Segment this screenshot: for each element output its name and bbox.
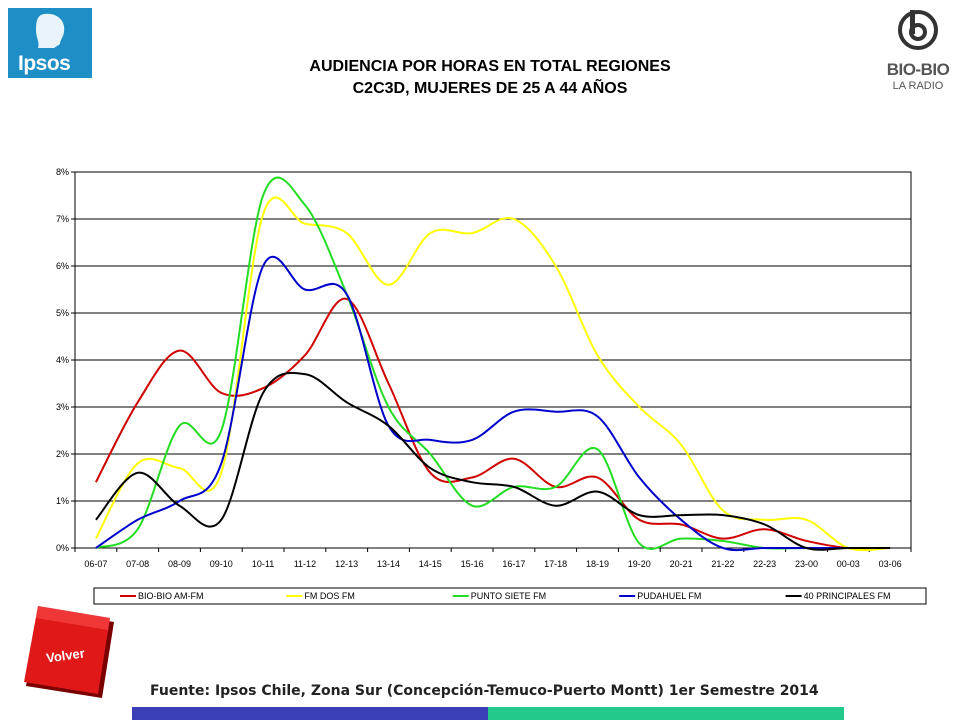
- chart-legend: BIO-BIO AM-FM FM DOS FM PUNTO SIETE FM PUDA…: [93, 587, 927, 605]
- legend-label: PUDAHUEL FM: [637, 591, 701, 601]
- y-tick-label: 2%: [56, 449, 69, 459]
- x-tick-label: 13-14: [377, 559, 400, 569]
- title-line-1: AUDIENCIA POR HORAS EN TOTAL REGIONES: [309, 58, 671, 75]
- ipsos-logo: Ipsos: [8, 8, 92, 78]
- biobio-logo: BIO-BIO LA RADIO: [880, 6, 956, 98]
- y-tick-label: 5%: [56, 308, 69, 318]
- ipsos-head-icon: [36, 13, 65, 49]
- x-tick-label: 17-18: [544, 559, 567, 569]
- y-tick-label: 6%: [56, 261, 69, 271]
- series-line-5: [95, 371, 891, 551]
- biobio-symbol-icon: [898, 10, 938, 50]
- x-tick-label: 09-10: [210, 559, 233, 569]
- legend-label: 40 PRINCIPALES FM: [804, 591, 891, 601]
- y-tick-label: 7%: [56, 214, 69, 224]
- legend-box: [93, 587, 927, 605]
- biobio-logo-name: BIO-BIO: [886, 60, 950, 79]
- x-tick-label: 06-07: [84, 559, 107, 569]
- x-tick-label: 12-13: [335, 559, 358, 569]
- footer-bar-right: [488, 707, 844, 720]
- chart-series: [95, 176, 891, 552]
- x-tick-label: 03-06: [879, 559, 902, 569]
- title-line-2: C2C3D, MUJERES DE 25 A 44 AÑOS: [352, 80, 628, 97]
- y-tick-label: 4%: [56, 355, 69, 365]
- x-tick-label: 08-09: [168, 559, 191, 569]
- legend-label: FM DOS FM: [304, 591, 355, 601]
- series-line-3: [95, 176, 891, 550]
- y-tick-label: 8%: [56, 167, 69, 177]
- ipsos-logo-text: Ipsos: [18, 52, 71, 75]
- chart-grid: [74, 171, 912, 549]
- x-tick-label: 22-23: [753, 559, 776, 569]
- x-tick-label: 15-16: [461, 559, 484, 569]
- chart-axes: 0% 1% 2% 3% 4% 5% 6% 7% 8% 06-07 07-08 08-09 09-10 10…: [56, 167, 912, 569]
- y-tick-label: 3%: [56, 402, 69, 412]
- legend-label: BIO-BIO AM-FM: [138, 591, 204, 601]
- source-note: Fuente: Ipsos Chile, Zona Sur (Concepció…: [150, 683, 819, 699]
- y-tick-label: 0%: [56, 543, 69, 553]
- x-tick-label: 14-15: [419, 559, 442, 569]
- x-tick-label: 23-00: [795, 559, 818, 569]
- footer-bar-left: [132, 707, 488, 720]
- x-tick-label: 18-19: [586, 559, 609, 569]
- x-tick-label: 19-20: [628, 559, 651, 569]
- biobio-logo-subtitle: LA RADIO: [892, 80, 944, 92]
- series-line-1: [95, 297, 891, 550]
- x-tick-label: 10-11: [252, 559, 274, 569]
- series-line-4: [95, 255, 891, 552]
- x-tick-label: 20-21: [670, 559, 693, 569]
- page-title: AUDIENCIA POR HORAS EN TOTAL REGIONES C2…: [180, 56, 800, 100]
- x-tick-label: 07-08: [126, 559, 149, 569]
- y-tick-label: 1%: [56, 496, 69, 506]
- volver-button[interactable]: [24, 604, 114, 700]
- legend-label: PUNTO SIETE FM: [471, 591, 546, 601]
- series-line-2: [95, 196, 891, 552]
- x-tick-label: 16-17: [502, 559, 525, 569]
- volver-button-shape: [24, 606, 114, 698]
- x-tick-label: 11-12: [294, 559, 316, 569]
- x-tick-label: 21-22: [711, 559, 734, 569]
- x-tick-label: 00-03: [837, 559, 860, 569]
